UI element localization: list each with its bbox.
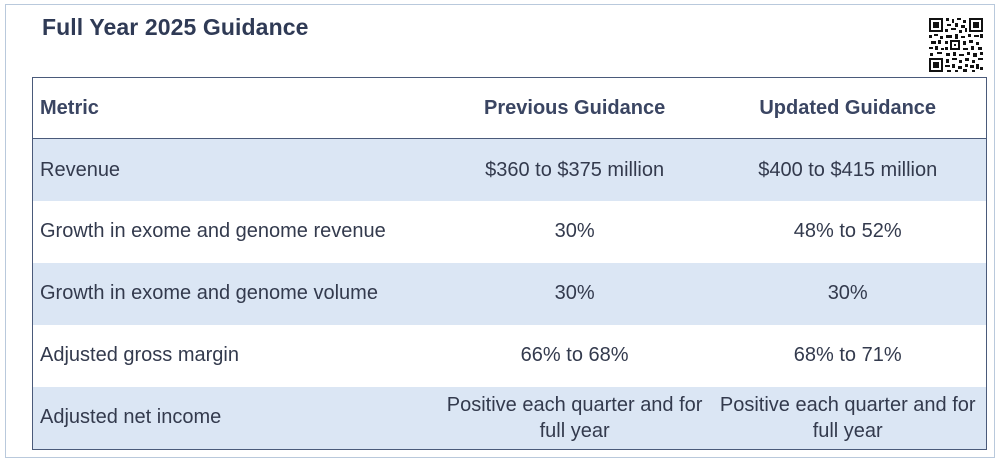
metric-cell: Growth in exome and genome volume [33, 262, 440, 325]
metric-cell: Adjusted net income [33, 386, 440, 449]
metric-cell: Adjusted gross margin [33, 324, 440, 387]
updated-guidance-cell: 30% [709, 262, 986, 325]
page-title: Full Year 2025 Guidance [42, 14, 309, 40]
previous-guidance-cell: 66% to 68% [439, 324, 710, 387]
updated-guidance-cell: $400 to $415 million [709, 138, 986, 201]
table-row: Adjusted gross margin 66% to 68% 68% to … [33, 324, 986, 387]
metric-cell: Growth in exome and genome revenue [33, 201, 440, 263]
previous-guidance-cell: 30% [439, 262, 710, 325]
updated-guidance-cell: 48% to 52% [709, 201, 986, 263]
metric-cell: Revenue [33, 138, 440, 201]
table-header-row: Metric Previous Guidance Updated Guidanc… [33, 78, 986, 139]
guidance-panel: Full Year 2025 Guidance [5, 4, 995, 458]
guidance-table: Metric Previous Guidance Updated Guidanc… [32, 77, 987, 450]
updated-guidance-cell: 68% to 71% [709, 324, 986, 387]
table-row: Adjusted net income Positive each quarte… [33, 386, 986, 449]
column-header-previous-guidance: Previous Guidance [439, 78, 710, 139]
table-row: Growth in exome and genome volume 30% 30… [33, 262, 986, 325]
previous-guidance-cell: $360 to $375 million [439, 138, 710, 201]
updated-guidance-cell: Positive each quarter and for full year [709, 386, 986, 449]
column-header-metric: Metric [33, 78, 440, 139]
table-row: Revenue $360 to $375 million $400 to $41… [33, 138, 986, 201]
column-header-updated-guidance: Updated Guidance [709, 78, 986, 139]
previous-guidance-cell: 30% [439, 201, 710, 263]
qr-code-icon [928, 17, 984, 73]
previous-guidance-cell: Positive each quarter and for full year [439, 386, 710, 449]
table-row: Growth in exome and genome revenue 30% 4… [33, 201, 986, 263]
